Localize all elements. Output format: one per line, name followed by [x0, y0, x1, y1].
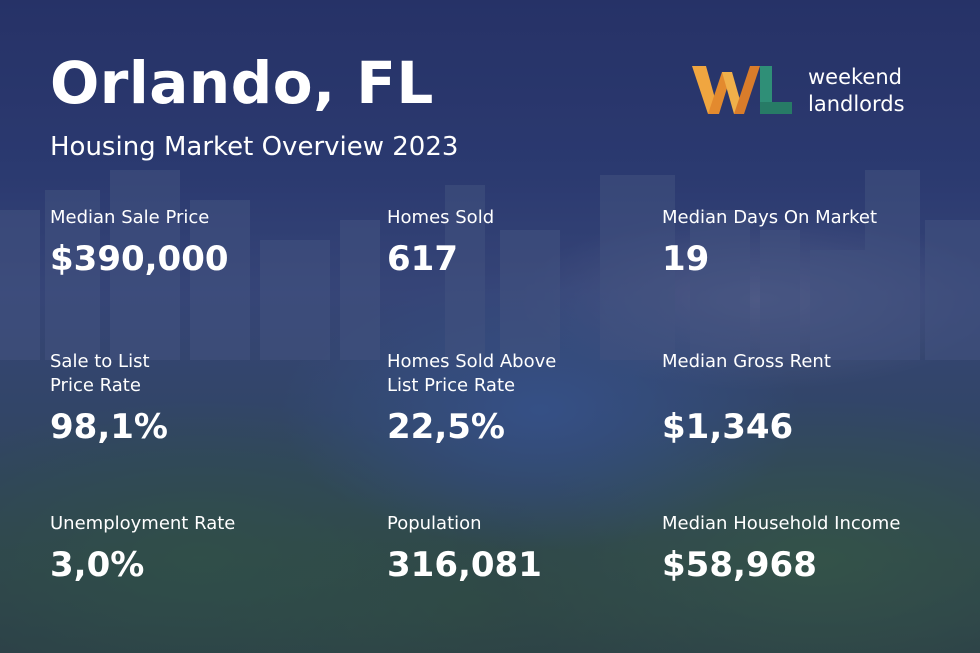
stat-median-sale-price: Median Sale Price $390,000 [50, 206, 229, 276]
stat-label: Homes Sold Above List Price Rate [387, 351, 557, 396]
stat-population: Population 316,081 [387, 512, 542, 582]
logo-line-weekend: weekend [808, 65, 902, 89]
stat-unemployment-rate: Unemployment Rate 3,0% [50, 512, 235, 582]
stat-value: 617 [387, 239, 458, 279]
weekend-landlords-logo: weekend landlords [692, 62, 922, 122]
stat-label: Median Days On Market [662, 207, 878, 228]
stat-homes-sold-above-list-price-rate: Homes Sold Above List Price Rate 22,5% [387, 350, 556, 444]
stat-value: 3,0% [50, 545, 145, 585]
stat-median-gross-rent: Median Gross Rent $1,346 [662, 350, 831, 444]
stat-value: $1,346 [662, 407, 794, 447]
city-skyline-graphic [0, 170, 980, 360]
stat-label: Median Sale Price [50, 207, 210, 228]
stat-label: Population [387, 513, 482, 534]
stat-label: Unemployment Rate [50, 513, 236, 534]
stat-value: $58,968 [662, 545, 817, 585]
stat-value: 22,5% [387, 407, 505, 447]
logo-line-landlords: landlords [808, 92, 905, 116]
stat-label: Homes Sold [387, 207, 495, 228]
logo-wordmark: weekend landlords [808, 64, 905, 118]
stat-median-days-on-market: Median Days On Market 19 [662, 206, 877, 276]
stat-value: 316,081 [387, 545, 542, 585]
stat-value: $390,000 [50, 239, 229, 279]
stat-label: Sale to List Price Rate [50, 351, 150, 396]
stat-median-household-income: Median Household Income $58,968 [662, 512, 900, 582]
page-title: Orlando, FL [50, 49, 434, 117]
stat-homes-sold: Homes Sold 617 [387, 206, 494, 276]
wl-logo-mark [692, 66, 792, 114]
stat-value: 98,1% [50, 407, 168, 447]
page-subtitle: Housing Market Overview 2023 [50, 132, 459, 162]
stat-sale-to-list-price-rate: Sale to List Price Rate 98,1% [50, 350, 168, 444]
stat-label: Median Gross Rent [662, 351, 831, 372]
stat-value: 19 [662, 239, 710, 279]
stat-label: Median Household Income [662, 513, 901, 534]
